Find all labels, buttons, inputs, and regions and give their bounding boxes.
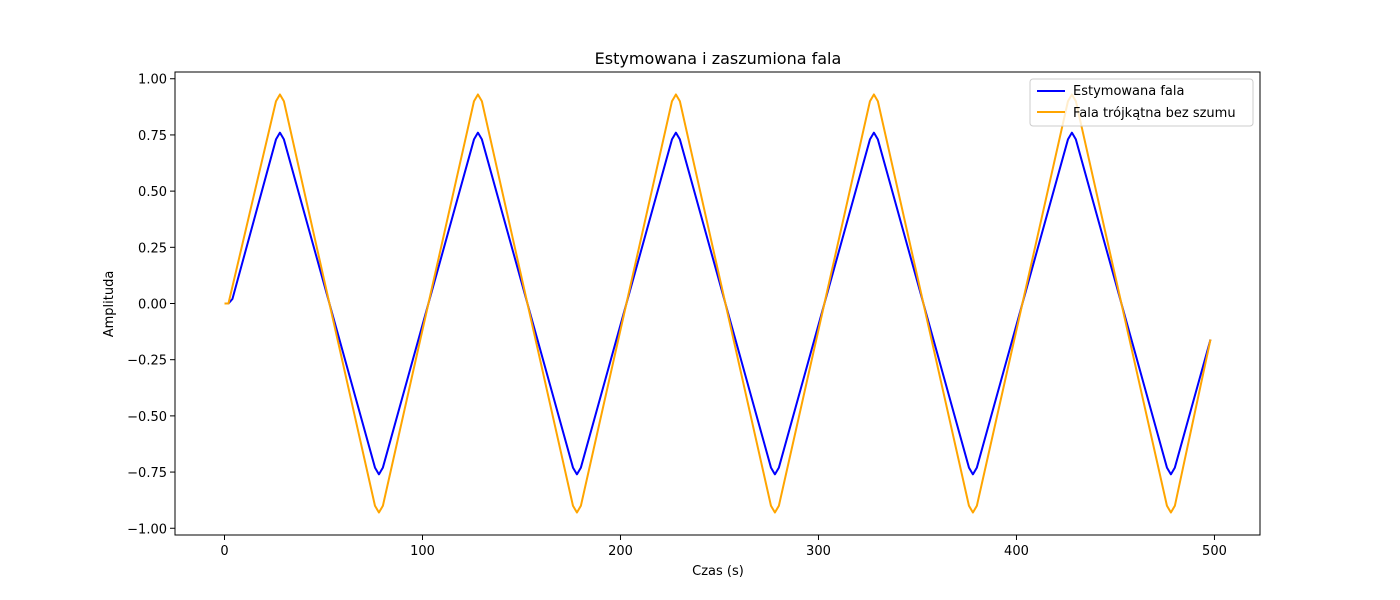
x-tick-label: 200 xyxy=(608,544,633,559)
legend-label-fala-trojkatna: Fala trójkątna bez szumu xyxy=(1073,106,1236,121)
x-tick-label: 0 xyxy=(220,544,228,559)
y-tick-label: −0.25 xyxy=(127,354,167,369)
chart-title: Estymowana i zaszumiona fala xyxy=(595,49,842,68)
x-tick-label: 100 xyxy=(410,544,435,559)
legend-box xyxy=(1029,78,1254,127)
y-tick-label: 0.75 xyxy=(138,129,167,144)
y-tick-label: 0.25 xyxy=(138,241,167,256)
x-tick-label: 400 xyxy=(1004,544,1029,559)
legend: Estymowana fala Fala trójkątna bez szumu xyxy=(1029,78,1254,127)
legend-label-estymowana: Estymowana fala xyxy=(1073,84,1184,99)
y-tick-label: −0.75 xyxy=(127,466,167,481)
y-tick-label: 0.50 xyxy=(138,185,167,200)
y-axis-label: Amplituda xyxy=(102,271,117,338)
y-tick-label: 1.00 xyxy=(138,73,167,88)
x-tick-label: 500 xyxy=(1202,544,1227,559)
y-axis: −1.00 −0.75 −0.50 −0.25 0.00 0.25 0.50 0.75 1.00 xyxy=(127,73,175,537)
y-tick-label: −0.50 xyxy=(127,410,167,425)
x-axis: 0 100 200 300 400 500 xyxy=(220,535,1227,559)
x-axis-label: Czas (s) xyxy=(692,564,744,579)
x-tick-label: 300 xyxy=(806,544,831,559)
y-tick-label: −1.00 xyxy=(127,522,167,537)
y-tick-label: 0.00 xyxy=(138,298,167,313)
